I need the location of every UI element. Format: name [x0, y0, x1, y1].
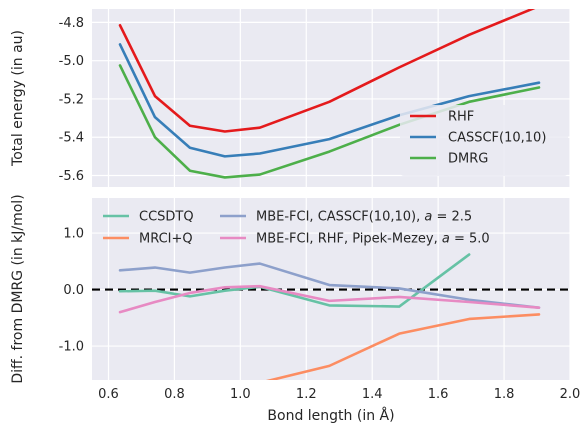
top-legend-entry-2: DMRG	[448, 152, 488, 167]
top-y-tick-label: -4.8	[59, 16, 84, 31]
top-y-tick-labels: -4.8 -5.0 -5.2 -5.4 -5.6	[59, 16, 84, 184]
x-tick-label: 1.2	[296, 387, 317, 402]
top-legend-entry-1: CASSCF(10,10)	[448, 131, 546, 146]
axis-labels: Total energy (in au) Diff. from DMRG (in…	[10, 30, 395, 424]
x-tick-labels: 0.6 0.8 1.0 1.2 1.4 1.6 1.8 2.0	[98, 387, 580, 402]
bottom-y-tick-label: 0.0	[63, 283, 84, 298]
bottom-legend-entry-3: MBE-FCI, RHF, Pipek-Mezey, a = 5.0	[256, 232, 490, 247]
bottom-legend-entry-1: MRCI+Q	[139, 232, 193, 247]
bottom-series-line-1	[265, 313, 541, 380]
x-tick-label: 1.6	[428, 387, 449, 402]
top-series-line-0	[118, 9, 536, 133]
x-tick-label: 0.8	[164, 387, 185, 402]
top-y-tick-label: -5.0	[59, 54, 84, 69]
top-legend: RHF CASSCF(10,10) DMRG	[400, 105, 568, 176]
bottom-series-line-2	[118, 262, 541, 309]
bottom-series-line-0	[118, 253, 471, 308]
top-series-line-1	[118, 43, 541, 158]
top-panel: -4.8 -5.0 -5.2 -5.4 -5.6 RHF CASSCF(10,10) DMRG	[59, 9, 571, 187]
top-y-tick-label: -5.2	[59, 92, 84, 107]
x-tick-label: 1.4	[362, 387, 383, 402]
bottom-legend-entry-2: MBE-FCI, CASSCF(10,10), a = 2.5	[256, 210, 472, 225]
x-tick-label: 2.0	[560, 387, 581, 402]
bottom-y-tick-label: -1.0	[59, 340, 84, 355]
top-legend-entry-0: RHF	[448, 110, 474, 125]
bottom-y-tick-label: 1.0	[63, 227, 84, 242]
top-y-axis-label: Total energy (in au)	[10, 30, 26, 167]
top-y-tick-label: -5.4	[59, 131, 84, 146]
bottom-legend: CCSDTQ MRCI+Q MBE-FCI, CASSCF(10,10), a = …	[103, 210, 490, 247]
bottom-legend-entry-0: CCSDTQ	[139, 210, 194, 225]
bottom-panel: 1.0 0.0 -1.0 0.6 0.8 1.0 1.2 1.4 1.6 1.8 2.0 CCSDTQ…	[59, 198, 580, 402]
x-axis-label: Bond length (in Å)	[267, 407, 394, 424]
bottom-y-tick-labels: 1.0 0.0 -1.0	[59, 227, 84, 355]
x-tick-label: 0.6	[98, 387, 119, 402]
top-legend-box	[400, 105, 568, 176]
bottom-y-axis-label: Diff. from DMRG (in kJ/mol)	[10, 194, 26, 383]
top-y-tick-label: -5.6	[59, 169, 84, 184]
bottom-series-line-3	[118, 284, 541, 314]
x-tick-label: 1.0	[230, 387, 251, 402]
x-tick-label: 1.8	[494, 387, 515, 402]
bottom-series-group	[118, 253, 541, 380]
